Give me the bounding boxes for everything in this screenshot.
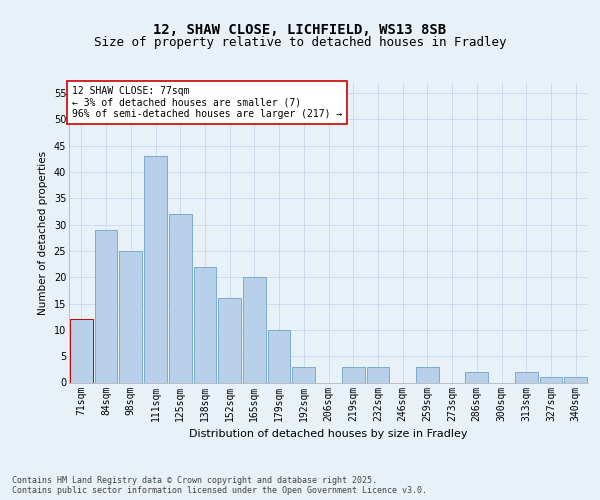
Bar: [564, 377, 587, 382]
Text: 12, SHAW CLOSE, LICHFIELD, WS13 8SB: 12, SHAW CLOSE, LICHFIELD, WS13 8SB: [154, 22, 446, 36]
Bar: [70, 320, 93, 382]
Bar: [268, 330, 290, 382]
Bar: [119, 251, 142, 382]
Bar: [539, 377, 562, 382]
Bar: [95, 230, 118, 382]
Text: Size of property relative to detached houses in Fradley: Size of property relative to detached ho…: [94, 36, 506, 49]
Bar: [367, 366, 389, 382]
Bar: [466, 372, 488, 382]
Bar: [515, 372, 538, 382]
Bar: [194, 266, 216, 382]
Y-axis label: Number of detached properties: Number of detached properties: [38, 150, 48, 314]
Bar: [243, 277, 266, 382]
Bar: [292, 366, 315, 382]
Text: Contains HM Land Registry data © Crown copyright and database right 2025.
Contai: Contains HM Land Registry data © Crown c…: [12, 476, 427, 495]
Bar: [169, 214, 191, 382]
X-axis label: Distribution of detached houses by size in Fradley: Distribution of detached houses by size …: [189, 429, 468, 439]
Text: 12 SHAW CLOSE: 77sqm
← 3% of detached houses are smaller (7)
96% of semi-detache: 12 SHAW CLOSE: 77sqm ← 3% of detached ho…: [71, 86, 342, 118]
Bar: [218, 298, 241, 382]
Bar: [416, 366, 439, 382]
Bar: [144, 156, 167, 382]
Bar: [342, 366, 365, 382]
